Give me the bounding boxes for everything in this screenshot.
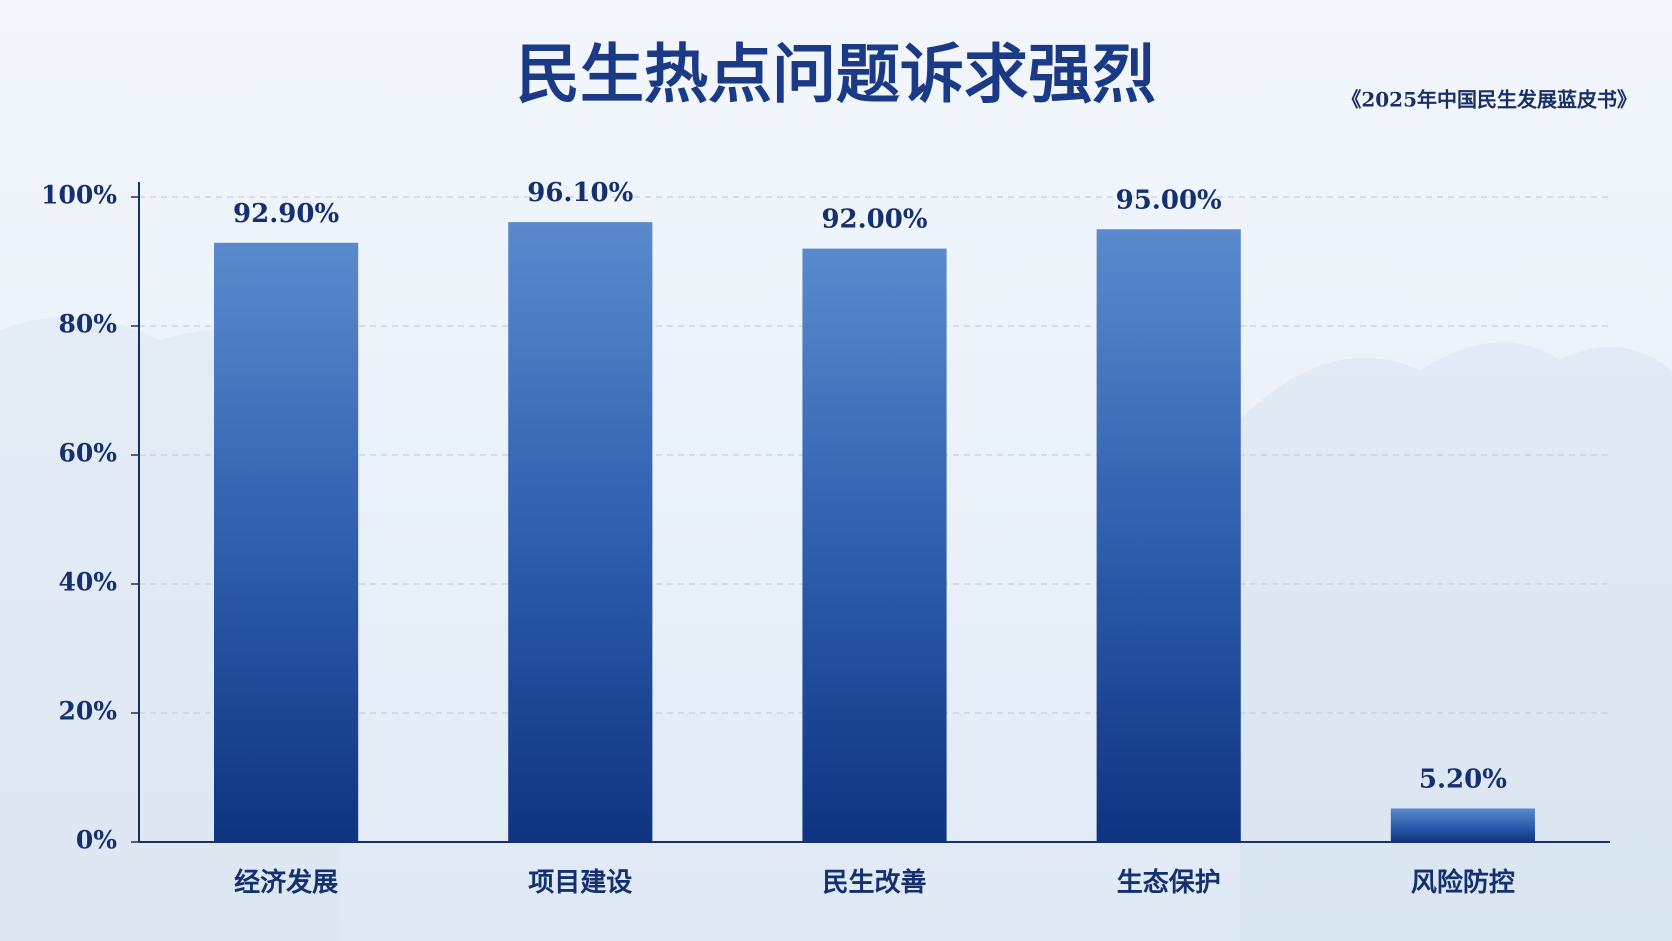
source-note: 《2025年中国民生发展蓝皮书》 [1341, 88, 1637, 112]
x-tick-label: 生态保护 [1117, 867, 1221, 898]
bar [214, 242, 359, 843]
value-label: 92.00% [821, 205, 927, 235]
y-tick-label: 20% [58, 697, 117, 726]
value-label: 96.10% [527, 178, 633, 208]
chart-title: 民生热点问题诉求强烈 [516, 38, 1156, 113]
value-label: 92.90% [233, 199, 339, 229]
y-tick-label: 40% [58, 568, 117, 597]
bar [802, 248, 947, 843]
y-tick-label: 60% [58, 439, 117, 468]
bar [508, 222, 653, 842]
bar [1390, 808, 1535, 842]
x-tick-label: 项目建设 [528, 868, 632, 898]
y-tick-label: 0% [76, 826, 117, 855]
bar [1096, 229, 1241, 842]
y-tick-label: 100% [41, 181, 117, 210]
value-label: 95.00% [1116, 185, 1222, 215]
mountain-decoration [1240, 342, 1672, 941]
x-tick-label: 经济发展 [234, 867, 338, 898]
value-label: 5.20% [1419, 764, 1507, 794]
x-tick-label: 民生改善 [822, 867, 926, 898]
y-tick-label: 80% [58, 310, 117, 339]
x-tick-label: 风险防控 [1411, 867, 1515, 898]
